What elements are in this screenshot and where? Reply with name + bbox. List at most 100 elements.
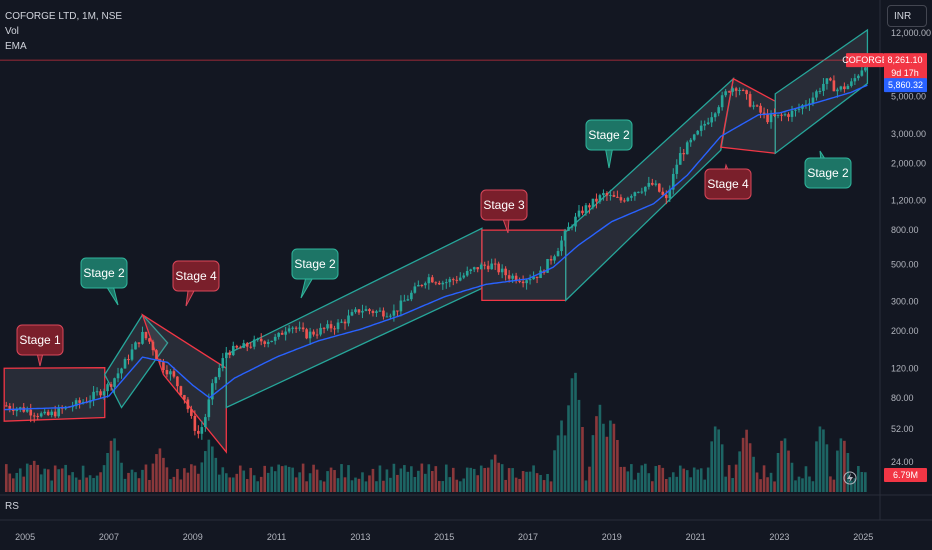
volume-bar: [731, 478, 734, 492]
candle-body: [609, 195, 612, 197]
volume-bar: [451, 467, 455, 492]
lightning-icon[interactable]: [843, 471, 857, 485]
candle-body: [50, 411, 53, 416]
callout-label: Stage 2: [294, 257, 336, 271]
candle-body: [36, 415, 40, 417]
candle-body: [190, 409, 193, 416]
countdown-badge: 9d 17h: [891, 68, 919, 78]
callout-label: Stage 3: [483, 198, 525, 212]
volume-bar: [644, 463, 647, 492]
candle-body: [689, 139, 693, 143]
ema-legend[interactable]: EMA: [5, 41, 27, 52]
candle-body: [605, 193, 609, 196]
volume-bar: [319, 480, 322, 492]
volume-bar: [671, 472, 675, 492]
candle-body: [120, 368, 123, 374]
candle-body: [444, 282, 448, 284]
volume-bar: [364, 481, 368, 492]
volume-bar: [396, 474, 399, 492]
volume-bar: [675, 476, 679, 492]
candle-body: [846, 85, 850, 90]
x-tick-label: 2013: [350, 532, 370, 542]
candle-body: [731, 88, 734, 92]
callout-label: Stage 4: [175, 269, 217, 283]
y-tick-label: 120.00: [891, 363, 919, 373]
volume-bar: [455, 479, 459, 492]
candle-body: [602, 193, 605, 196]
volume-bar: [595, 416, 598, 492]
volume-bar: [298, 472, 301, 492]
candle-body: [553, 256, 556, 261]
volume-bar: [427, 464, 431, 492]
volume-bar: [4, 464, 8, 492]
y-tick-label: 12,000.00: [891, 28, 931, 38]
currency-button[interactable]: INR: [887, 5, 927, 27]
volume-bar: [322, 481, 326, 492]
volume-bar: [231, 477, 235, 492]
candle-body: [790, 110, 794, 117]
candle-body: [724, 91, 727, 96]
candle-body: [720, 95, 724, 108]
volume-bar: [703, 479, 707, 492]
candle-body: [759, 105, 762, 113]
volume-bar: [106, 453, 109, 492]
candle-body: [350, 312, 354, 316]
volume-bar: [326, 471, 329, 492]
volume-bar: [259, 476, 263, 492]
candle-body: [539, 270, 542, 279]
volume-bar: [32, 460, 36, 492]
volume-legend[interactable]: Vol: [5, 26, 19, 37]
x-tick-label: 2005: [15, 532, 35, 542]
volume-bar: [853, 478, 857, 492]
candle-body: [748, 94, 752, 107]
volume-bar: [794, 480, 797, 492]
volume-bar: [287, 466, 291, 492]
volume-bar: [752, 456, 755, 492]
volume-bar: [113, 438, 116, 492]
volume-bar: [144, 464, 148, 492]
candle-body: [123, 359, 127, 369]
candle-body: [396, 310, 399, 312]
candle-body: [532, 276, 535, 280]
volume-bar: [577, 399, 581, 492]
candle-body: [570, 226, 574, 228]
volume-bar: [53, 465, 57, 492]
candle-body: [315, 334, 319, 336]
volume-bar: [190, 464, 193, 492]
candle-body: [434, 282, 438, 284]
candle-body: [773, 114, 776, 116]
candle-body: [455, 279, 459, 281]
volume-bar: [413, 477, 417, 492]
volume-bar: [479, 465, 483, 492]
candle-body: [465, 271, 469, 276]
x-tick-label: 2007: [99, 532, 119, 542]
symbol-legend[interactable]: COFORGE LTD, 1M, NSE: [5, 11, 123, 22]
volume-bar: [403, 465, 406, 492]
volume-bar: [256, 481, 260, 492]
volume-bar: [647, 473, 651, 492]
candle-body: [102, 391, 106, 396]
candle-body: [717, 107, 720, 114]
candle-body: [822, 83, 825, 91]
volume-bar: [717, 429, 720, 492]
volume-bar: [263, 465, 267, 492]
volume-bar: [200, 462, 204, 492]
stage-callout-5: Stage 3: [480, 189, 528, 234]
candle-body: [144, 331, 148, 339]
volume-bar: [657, 465, 661, 492]
volume-bar: [315, 469, 319, 492]
volume-bar: [469, 467, 473, 492]
candle-body: [424, 283, 427, 286]
candle-body: [616, 196, 619, 198]
volume-bar: [689, 477, 693, 492]
candle-body: [511, 275, 514, 279]
volume-bar: [197, 473, 200, 492]
candle-body: [595, 198, 598, 202]
candle-body: [696, 130, 700, 135]
volume-bar: [284, 465, 287, 492]
volume-bar: [291, 467, 294, 492]
candle-body: [668, 189, 672, 199]
callout-box: [172, 260, 220, 292]
volume-bar: [476, 475, 480, 492]
